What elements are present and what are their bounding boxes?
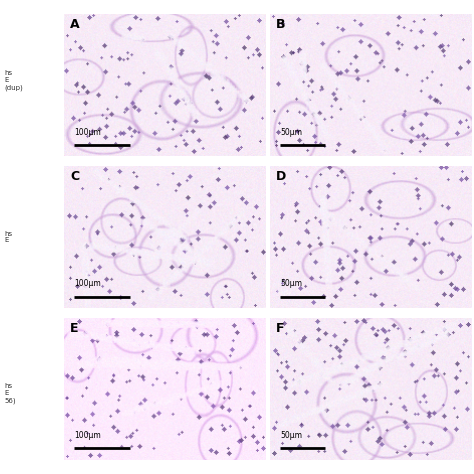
Text: F: F: [276, 322, 285, 335]
Text: 100μm: 100μm: [74, 128, 101, 137]
Text: hs
E
(dup): hs E (dup): [5, 70, 24, 91]
Text: 100μm: 100μm: [74, 279, 101, 288]
Text: E: E: [70, 322, 79, 335]
Text: 50μm: 50μm: [280, 128, 302, 137]
Text: 50μm: 50μm: [280, 431, 302, 440]
Text: C: C: [70, 170, 79, 183]
Text: 100μm: 100μm: [74, 431, 101, 440]
Text: B: B: [276, 18, 286, 31]
Text: A: A: [70, 18, 80, 31]
Text: 50μm: 50μm: [280, 279, 302, 288]
Text: hs
E
56): hs E 56): [5, 383, 17, 404]
Text: hs
E: hs E: [5, 230, 13, 244]
Text: D: D: [276, 170, 286, 183]
